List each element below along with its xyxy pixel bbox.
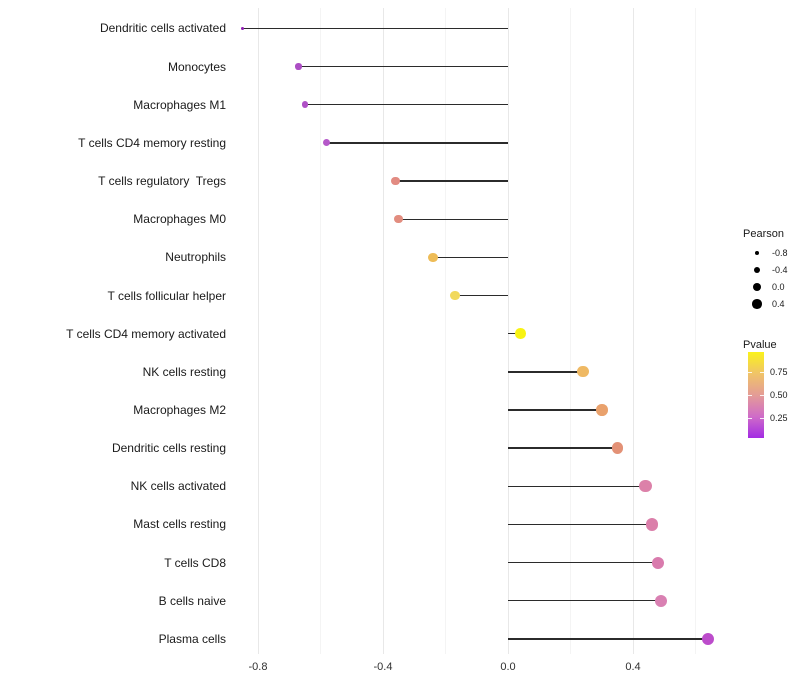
data-point-dot	[515, 328, 526, 339]
legend-pearson-dot	[754, 250, 760, 256]
category-label: Neutrophils	[165, 250, 226, 265]
colorbar-tickmark-left	[748, 395, 752, 396]
data-point-dot	[295, 63, 302, 70]
gridline-minor	[570, 8, 571, 654]
gridline-major	[507, 8, 509, 654]
data-point-dot	[240, 26, 244, 30]
category-label: Monocytes	[167, 59, 226, 74]
colorbar-tickmark-left	[748, 418, 752, 419]
gridline-minor	[695, 8, 696, 654]
data-point-dot	[595, 404, 608, 416]
colorbar-tick-label: 0.25	[770, 413, 788, 423]
colorbar-tick-label: 0.50	[770, 390, 788, 400]
data-point-dot	[701, 632, 715, 646]
pvalue-colorbar	[748, 352, 764, 438]
lollipop-stem	[304, 104, 508, 106]
gridline-major	[257, 8, 259, 654]
colorbar-tickmark-left	[748, 372, 752, 373]
legend-pearson-dot	[753, 266, 761, 274]
colorbar-tickmark-right	[760, 418, 764, 419]
lollipop-stem	[433, 256, 508, 259]
category-label: Macrophages M1	[133, 97, 226, 112]
lollipop-stem	[508, 371, 583, 373]
lollipop-stem	[298, 65, 508, 68]
x-tick-label: 0.0	[500, 661, 516, 673]
lollipop-stem	[508, 638, 708, 640]
legend-pearson-item-label: -0.8	[772, 248, 788, 258]
legend-pearson-title: Pearson	[743, 228, 784, 240]
x-tick-label: 0.4	[625, 661, 641, 673]
data-point-dot	[394, 214, 403, 224]
category-label: Plasma cells	[158, 631, 226, 646]
category-label: Macrophages M2	[133, 403, 226, 417]
category-label: NK cells resting	[142, 364, 226, 379]
gridline-major	[382, 8, 384, 654]
legend-pearson-dot	[752, 282, 762, 292]
lollipop-stem	[326, 142, 508, 144]
legend-pearson-item-label: 0.4	[772, 299, 785, 309]
colorbar-tickmark-right	[760, 372, 764, 373]
lollipop-stem	[508, 447, 618, 449]
data-point-dot	[391, 176, 400, 186]
lollipop-stem	[508, 523, 652, 526]
lollipop-stem	[242, 27, 508, 30]
lollipop-stem	[398, 218, 508, 220]
data-point-dot	[655, 594, 668, 607]
legend-pearson-item-label: 0.0	[772, 282, 785, 292]
lollipop-stem	[508, 409, 602, 411]
gridline-major	[632, 8, 634, 654]
category-label: NK cells activated	[130, 479, 226, 494]
lollipop-stem	[508, 332, 521, 335]
category-label: Dendritic cells activated	[99, 21, 226, 36]
category-label: T cells CD8	[164, 555, 226, 570]
legend-pearson-item-label: -0.4	[772, 265, 788, 275]
legend-pearson-dot	[752, 299, 762, 309]
legend-pvalue-title: Pvalue	[743, 339, 777, 351]
colorbar-tick-label: 0.75	[770, 367, 788, 377]
lollipop-stem	[454, 294, 508, 297]
data-point-dot	[611, 442, 624, 454]
data-point-dot	[639, 480, 652, 493]
data-point-dot	[428, 252, 438, 262]
gridline-minor	[320, 8, 321, 654]
category-label: Mast cells resting	[133, 517, 226, 532]
gridline-minor	[445, 8, 446, 654]
data-point-dot	[301, 101, 309, 108]
data-point-dot	[577, 366, 589, 378]
category-label: T cells follicular helper	[107, 288, 227, 303]
lollipop-stem	[395, 180, 508, 182]
data-point-dot	[645, 518, 658, 531]
data-point-dot	[450, 290, 460, 301]
lollipop-stem	[508, 600, 662, 602]
lollipop-stem	[508, 561, 658, 564]
x-tick-label: -0.4	[373, 661, 393, 673]
category-label: B cells naive	[158, 593, 226, 608]
category-label: T cells CD4 memory resting	[78, 135, 226, 150]
lollipop-stem	[508, 485, 646, 487]
x-tick-label: -0.8	[248, 661, 268, 673]
category-label: T cells regulatory Tregs	[98, 174, 226, 189]
data-point-dot	[323, 139, 331, 147]
category-label: Dendritic cells resting	[111, 441, 226, 456]
category-label: Macrophages M0	[133, 212, 226, 227]
data-point-dot	[651, 556, 665, 569]
category-label: T cells CD4 memory activated	[66, 326, 226, 341]
colorbar-tickmark-right	[760, 395, 764, 396]
